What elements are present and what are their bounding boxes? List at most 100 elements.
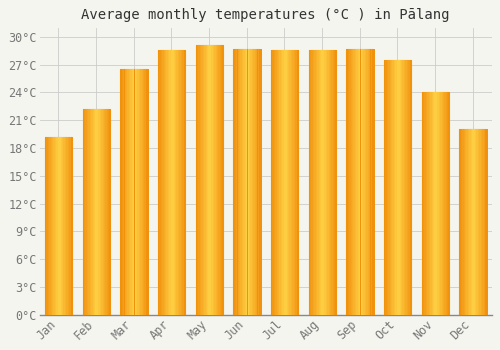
Bar	[68, 137, 69, 315]
Bar	[402, 60, 404, 315]
Bar	[184, 50, 185, 315]
Bar	[424, 92, 426, 315]
Bar	[66, 137, 68, 315]
Bar	[248, 49, 249, 315]
Bar	[400, 60, 401, 315]
Bar	[87, 109, 88, 315]
Bar	[130, 69, 132, 315]
Bar	[107, 109, 108, 315]
Bar	[92, 109, 94, 315]
Bar	[94, 109, 96, 315]
Bar	[180, 50, 182, 315]
Bar	[407, 60, 408, 315]
Bar	[332, 50, 333, 315]
Bar	[45, 137, 46, 315]
Bar	[430, 92, 432, 315]
Bar	[462, 128, 464, 315]
Bar	[398, 60, 400, 315]
Bar	[484, 128, 485, 315]
Bar	[182, 50, 184, 315]
Bar	[327, 50, 328, 315]
Bar	[84, 109, 86, 315]
Bar	[314, 50, 316, 315]
Bar	[404, 60, 406, 315]
Bar	[132, 69, 133, 315]
Bar	[120, 69, 122, 315]
Bar	[286, 50, 288, 315]
Bar	[374, 49, 375, 315]
Bar	[411, 60, 412, 315]
Bar	[384, 60, 385, 315]
Bar	[397, 60, 398, 315]
Bar	[210, 45, 211, 315]
Bar	[196, 45, 222, 315]
Bar	[354, 49, 355, 315]
Bar	[333, 50, 334, 315]
Bar	[308, 50, 310, 315]
Bar	[184, 50, 185, 315]
Bar	[240, 49, 242, 315]
Bar	[436, 92, 438, 315]
Bar	[317, 50, 318, 315]
Bar	[204, 45, 206, 315]
Bar	[298, 50, 300, 315]
Bar	[278, 50, 280, 315]
Bar	[280, 50, 281, 315]
Bar	[460, 128, 486, 315]
Bar	[282, 50, 284, 315]
Bar	[217, 45, 218, 315]
Bar	[334, 50, 336, 315]
Bar	[292, 50, 294, 315]
Bar	[465, 128, 466, 315]
Bar	[124, 69, 126, 315]
Bar	[196, 45, 197, 315]
Bar	[252, 49, 253, 315]
Bar	[446, 92, 448, 315]
Bar	[460, 128, 462, 315]
Bar	[365, 49, 366, 315]
Bar	[250, 49, 252, 315]
Bar	[285, 50, 286, 315]
Bar	[372, 49, 374, 315]
Bar	[334, 50, 336, 315]
Bar	[352, 49, 354, 315]
Bar	[359, 49, 360, 315]
Bar	[45, 137, 46, 315]
Bar	[475, 128, 476, 315]
Bar	[56, 137, 58, 315]
Bar	[86, 109, 87, 315]
Bar	[326, 50, 327, 315]
Bar	[348, 49, 349, 315]
Bar	[260, 49, 262, 315]
Bar	[444, 92, 446, 315]
Bar	[271, 50, 272, 315]
Bar	[214, 45, 216, 315]
Bar	[275, 50, 276, 315]
Bar	[62, 137, 64, 315]
Bar	[355, 49, 356, 315]
Bar	[284, 50, 285, 315]
Bar	[288, 50, 290, 315]
Bar	[162, 50, 164, 315]
Bar	[464, 128, 465, 315]
Bar	[434, 92, 436, 315]
Bar	[128, 69, 129, 315]
Bar	[362, 49, 364, 315]
Bar	[281, 50, 282, 315]
Bar	[422, 92, 423, 315]
Bar	[391, 60, 392, 315]
Bar	[234, 49, 236, 315]
Bar	[408, 60, 410, 315]
Bar	[48, 137, 49, 315]
Bar	[59, 137, 60, 315]
Bar	[442, 92, 443, 315]
Bar	[50, 137, 52, 315]
Bar	[129, 69, 130, 315]
Bar	[297, 50, 298, 315]
Bar	[346, 49, 348, 315]
Bar	[253, 49, 254, 315]
Bar	[71, 137, 72, 315]
Bar	[175, 50, 176, 315]
Bar	[358, 49, 359, 315]
Bar	[308, 50, 310, 315]
